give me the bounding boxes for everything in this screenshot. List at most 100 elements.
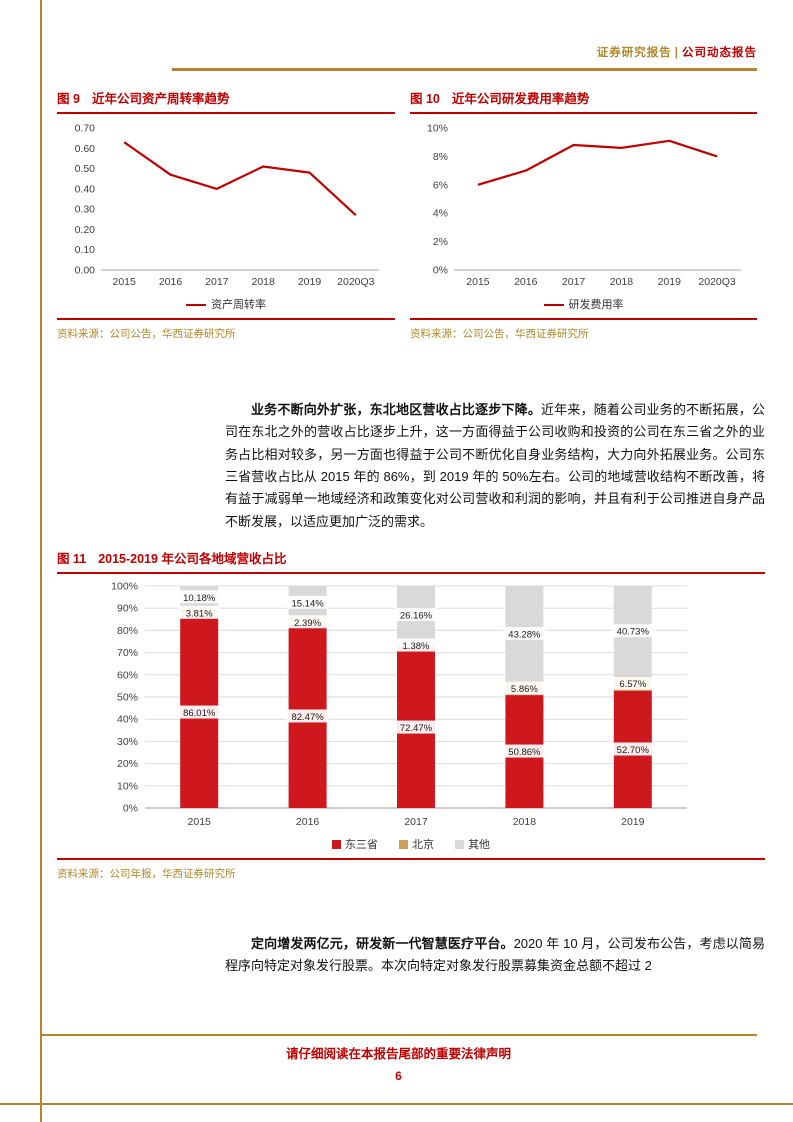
svg-text:10%: 10% bbox=[427, 123, 448, 135]
svg-text:0.20: 0.20 bbox=[75, 224, 96, 236]
paragraph-lead-bold: 定向增发两亿元，研发新一代智慧医疗平台。 bbox=[251, 936, 514, 951]
asset-turnover-line-chart: 0.00 0.10 0.20 0.30 0.40 0.50 0.60 0.70 2015 2016… bbox=[75, 123, 379, 288]
svg-text:2020Q3: 2020Q3 bbox=[337, 276, 375, 288]
svg-text:0.40: 0.40 bbox=[75, 183, 96, 195]
legend-swatch-beijing bbox=[399, 840, 408, 849]
svg-text:0.70: 0.70 bbox=[75, 123, 96, 135]
legend-item-beijing: 北京 bbox=[399, 839, 434, 851]
svg-text:1.38%: 1.38% bbox=[403, 641, 430, 652]
page-number: 6 bbox=[395, 1069, 402, 1083]
figure-11-top-rule bbox=[57, 572, 765, 574]
bottom-border-rule bbox=[0, 1103, 793, 1105]
svg-text:8%: 8% bbox=[433, 151, 448, 163]
svg-text:2.39%: 2.39% bbox=[294, 618, 321, 629]
legend-line-swatch bbox=[543, 303, 564, 307]
svg-text:52.70%: 52.70% bbox=[617, 745, 650, 756]
svg-text:2015: 2015 bbox=[188, 816, 212, 828]
figure-9-bottom-rule bbox=[57, 318, 395, 320]
svg-text:2020Q3: 2020Q3 bbox=[698, 276, 736, 288]
figure-10-label: 图 10 bbox=[410, 92, 440, 106]
left-border-rule bbox=[40, 0, 42, 1122]
svg-text:2018: 2018 bbox=[610, 276, 634, 288]
svg-text:2016: 2016 bbox=[514, 276, 538, 288]
legend-label: 研发费用率 bbox=[568, 299, 624, 311]
svg-text:10.18%: 10.18% bbox=[183, 593, 216, 604]
svg-text:50%: 50% bbox=[117, 692, 138, 704]
svg-text:60%: 60% bbox=[117, 669, 138, 681]
figure-10-rnd-expense: 图 10 近年公司研发费用率趋势 0% 2% 4% 6% 8% 10% 2015 2016 201… bbox=[410, 88, 757, 341]
figure-11-regional-revenue: 图 11 2015-2019 年公司各地域营收占比 0% 10% 20% 30% 40% 5… bbox=[57, 548, 765, 881]
header-separator: | bbox=[674, 47, 679, 59]
svg-text:20%: 20% bbox=[117, 758, 138, 770]
figure-9-title: 图 9 近年公司资产周转率趋势 bbox=[57, 88, 395, 112]
svg-text:2017: 2017 bbox=[404, 816, 428, 828]
svg-text:2019: 2019 bbox=[621, 816, 645, 828]
svg-text:0.10: 0.10 bbox=[75, 244, 96, 256]
legend-item-northeast: 东三省 bbox=[331, 839, 378, 851]
paragraph-business-expansion: 业务不断向外扩张，东北地区营收占比逐步下降。近年来，随着公司业务的不断拓展，公司… bbox=[225, 399, 765, 533]
figure-10-caption: 近年公司研发费用率趋势 bbox=[451, 92, 590, 106]
figure-9-top-rule bbox=[57, 112, 395, 114]
figure-9-label: 图 9 bbox=[57, 92, 80, 106]
svg-text:26.16%: 26.16% bbox=[400, 611, 433, 622]
footer-rule bbox=[40, 1034, 757, 1036]
svg-text:2018: 2018 bbox=[513, 816, 537, 828]
legend-line-swatch bbox=[186, 303, 206, 307]
svg-text:5.86%: 5.86% bbox=[511, 684, 538, 695]
paragraph-private-placement: 定向增发两亿元，研发新一代智慧医疗平台。2020 年 10 月，公司发布公告，考… bbox=[225, 933, 765, 978]
figure-9-caption: 近年公司资产周转率趋势 bbox=[91, 92, 230, 106]
footer-legal-notice: 请仔细阅读在本报告尾部的重要法律声明 bbox=[285, 1047, 511, 1061]
svg-text:15.14%: 15.14% bbox=[291, 598, 324, 609]
svg-text:90%: 90% bbox=[117, 603, 138, 615]
svg-text:3.81%: 3.81% bbox=[186, 608, 213, 619]
svg-text:2019: 2019 bbox=[298, 276, 322, 288]
figure-10-source: 资料来源：公司公告，华西证券研究所 bbox=[410, 328, 589, 340]
figure-10-top-rule bbox=[410, 112, 757, 114]
header-report-category: 公司动态报告 bbox=[682, 47, 757, 59]
figure-11-label: 图 11 bbox=[57, 552, 87, 566]
legend-swatch-other bbox=[455, 840, 465, 849]
svg-text:72.47%: 72.47% bbox=[400, 723, 433, 734]
figure-10-title: 图 10 近年公司研发费用率趋势 bbox=[410, 88, 757, 112]
svg-text:2015: 2015 bbox=[466, 276, 490, 288]
figure-10-legend: 研发费用率 bbox=[410, 295, 757, 318]
svg-text:2016: 2016 bbox=[159, 276, 183, 288]
figure-11-bottom-rule bbox=[57, 858, 765, 860]
svg-text:2016: 2016 bbox=[296, 816, 320, 828]
figure-11-source: 资料来源：公司年报，华西证券研究所 bbox=[57, 868, 236, 880]
svg-text:0.30: 0.30 bbox=[75, 204, 96, 216]
svg-text:0%: 0% bbox=[123, 803, 138, 815]
svg-text:50.86%: 50.86% bbox=[508, 747, 541, 758]
figure-9-source: 资料来源：公司公告，华西证券研究所 bbox=[57, 328, 236, 340]
figure-9-legend: 资产周转率 bbox=[57, 295, 395, 318]
svg-text:70%: 70% bbox=[117, 647, 138, 659]
svg-text:2018: 2018 bbox=[251, 276, 275, 288]
svg-text:2017: 2017 bbox=[562, 276, 586, 288]
figure-11-chart-area: 0% 10% 20% 30% 40% 50% 60% 70% 80% 90% 100% 2015 201… bbox=[57, 574, 765, 835]
svg-text:43.28%: 43.28% bbox=[508, 630, 541, 641]
figure-11-title: 图 11 2015-2019 年公司各地域营收占比 bbox=[57, 548, 765, 572]
figure-10-chart-area: 0% 2% 4% 6% 8% 10% 2015 2016 2017 2018 2019 2020Q3 bbox=[410, 114, 757, 295]
svg-text:0.00: 0.00 bbox=[75, 265, 96, 277]
legend-label: 资产周转率 bbox=[211, 299, 266, 311]
svg-text:2%: 2% bbox=[433, 236, 448, 248]
paragraph-body-text: 近年来，随着公司业务的不断拓展，公司在东北之外的营收占比逐步上升，这一方面得益于… bbox=[225, 402, 765, 529]
svg-text:2015: 2015 bbox=[112, 276, 136, 288]
svg-text:6%: 6% bbox=[433, 179, 448, 191]
svg-text:0.50: 0.50 bbox=[75, 163, 96, 175]
header-report-type: 证券研究报告 bbox=[596, 47, 672, 59]
legend-item-other: 其他 bbox=[455, 839, 490, 851]
legend-label: 东三省 bbox=[344, 839, 378, 851]
figure-9-chart-area: 0.00 0.10 0.20 0.30 0.40 0.50 0.60 0.70 2015 2016… bbox=[57, 114, 395, 295]
rnd-expense-line-chart: 0% 2% 4% 6% 8% 10% 2015 2016 2017 2018 2019 2020Q3 bbox=[427, 123, 741, 288]
legend-label: 北京 bbox=[412, 839, 434, 851]
svg-text:4%: 4% bbox=[433, 208, 448, 220]
legend-label: 其他 bbox=[468, 839, 491, 851]
svg-text:80%: 80% bbox=[117, 625, 138, 637]
report-header: 证券研究报告 | 公司动态报告 bbox=[597, 44, 757, 60]
svg-text:82.47%: 82.47% bbox=[291, 712, 324, 723]
figure-11-legend: 东三省 北京 其他 bbox=[57, 835, 765, 858]
regional-revenue-stacked-bar-chart: 0% 10% 20% 30% 40% 50% 60% 70% 80% 90% 100% 2015 201… bbox=[111, 581, 687, 828]
svg-text:2019: 2019 bbox=[658, 276, 682, 288]
